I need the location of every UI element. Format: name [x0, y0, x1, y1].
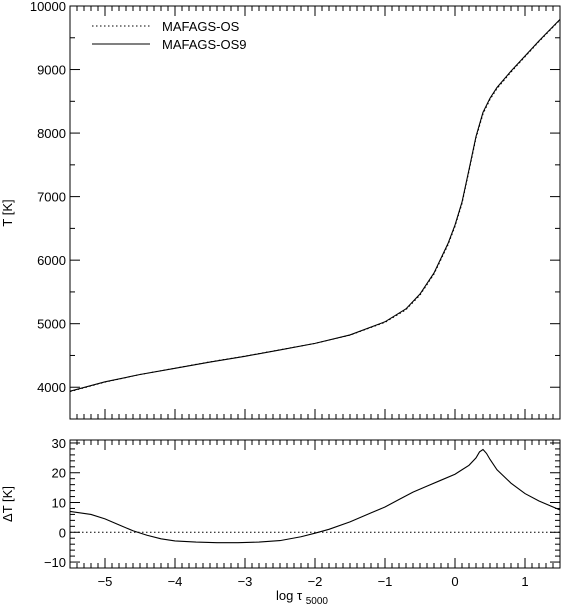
x-axis-label-subscript: 5000 — [306, 596, 329, 606]
top-y-axis-label: T [K] — [0, 199, 15, 226]
legend-label-mafags-os9: MAFAGS-OS9 — [162, 37, 247, 52]
bottom-series-line-solid-0 — [70, 448, 560, 544]
x-tick-label: −1 — [378, 574, 393, 589]
bottom-y-tick-label: −10 — [44, 555, 66, 570]
legend-label-mafags-os: MAFAGS-OS — [162, 19, 240, 34]
x-tick-label: −2 — [308, 574, 323, 589]
bottom-plot-frame — [69, 439, 561, 569]
top-tick-labels: 4000 5000 6000 7000 8000 9000 10000 — [30, 0, 66, 395]
top-series-line-solid-1 — [70, 18, 560, 392]
top-y-tick-label: 6000 — [37, 253, 66, 268]
top-y-tick-label: 4000 — [37, 380, 66, 395]
top-plot-area — [70, 18, 560, 393]
x-tick-label: 1 — [521, 574, 528, 589]
bottom-y-axis-label: ΔT [K] — [0, 486, 15, 522]
bottom-y-tick-label: 10 — [52, 496, 66, 511]
top-y-tick-label: 8000 — [37, 126, 66, 141]
top-y-tick-label: 9000 — [37, 63, 66, 78]
top-y-tick-label: 5000 — [37, 317, 66, 332]
bottom-axis-ticks — [69, 440, 561, 569]
x-axis-label: log τ 5000 — [276, 588, 328, 606]
top-y-tick-label: 7000 — [37, 190, 66, 205]
top-series-line-dotted-0 — [70, 19, 560, 393]
bottom-y-tick-label: 20 — [52, 466, 66, 481]
legend: MAFAGS-OS MAFAGS-OS9 — [92, 19, 247, 52]
top-y-tick-label: 10000 — [30, 0, 66, 14]
top-panel: 4000 5000 6000 7000 8000 9000 10000 T [K] MAFA… — [0, 0, 561, 420]
bottom-plot-area — [70, 448, 560, 544]
bottom-y-tick-label: 0 — [59, 525, 66, 540]
bottom-y-tick-label: 30 — [52, 436, 66, 451]
x-tick-label: −3 — [238, 574, 253, 589]
x-tick-label: 0 — [451, 574, 458, 589]
top-axis-ticks — [69, 5, 561, 420]
x-axis-label-main: log τ — [276, 588, 303, 603]
top-plot-frame — [69, 5, 561, 420]
x-tick-label: −5 — [98, 574, 113, 589]
x-tick-label: −4 — [168, 574, 183, 589]
